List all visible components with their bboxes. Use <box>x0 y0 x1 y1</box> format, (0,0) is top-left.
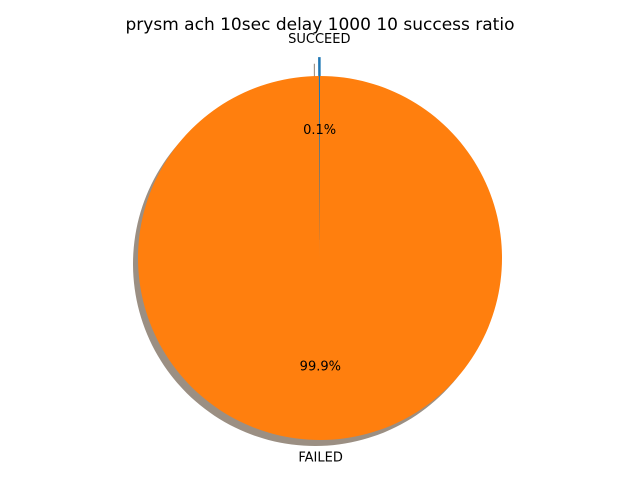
slice-percent-failed: 99.9% <box>300 360 341 375</box>
pie-labels: SUCCEED 0.1% FAILED 99.9% <box>288 32 350 466</box>
chart-title: prysm ach 10sec delay 1000 10 success ra… <box>126 15 515 35</box>
pie-slice-succeed <box>318 57 321 240</box>
slice-label-failed: FAILED <box>298 451 342 466</box>
pie-slices <box>138 57 503 440</box>
slice-percent-succeed: 0.1% <box>303 123 336 138</box>
pie-slice-failed <box>138 76 503 440</box>
slice-label-succeed: SUCCEED <box>288 32 350 47</box>
